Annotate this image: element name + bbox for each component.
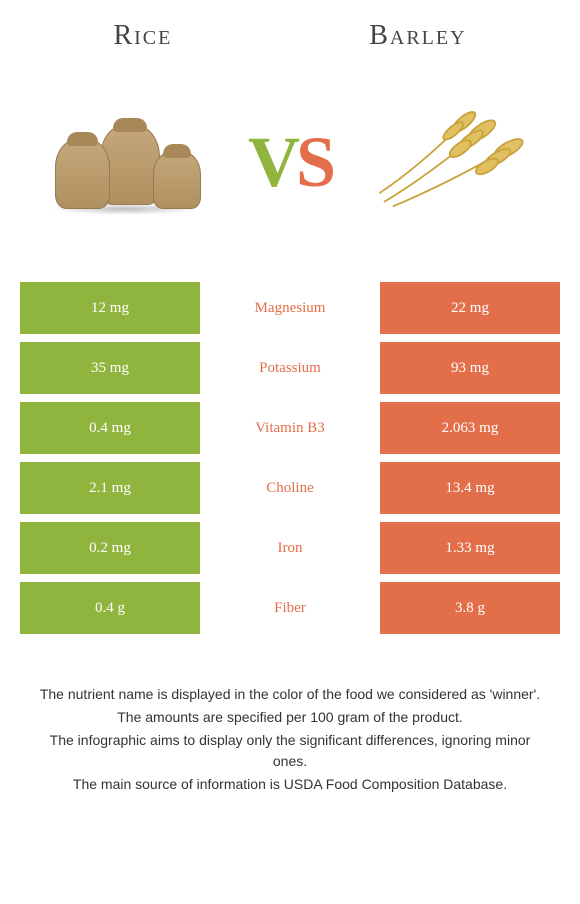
footer-line-4: The main source of information is USDA F…	[35, 774, 545, 795]
title-right: Barley	[369, 20, 466, 52]
hero-row: VS	[15, 102, 565, 222]
table-row: 35 mgPotassium93 mg	[20, 342, 560, 394]
cell-nutrient-label: Vitamin B3	[200, 402, 380, 454]
nutrient-table: 12 mgMagnesium22 mg 35 mgPotassium93 mg 0.…	[20, 282, 560, 634]
cell-right-value: 3.8 g	[380, 582, 560, 634]
cell-nutrient-label: Magnesium	[200, 282, 380, 334]
cell-left-value: 35 mg	[20, 342, 200, 394]
table-row: 2.1 mgCholine13.4 mg	[20, 462, 560, 514]
cell-left-value: 0.4 mg	[20, 402, 200, 454]
footer-notes: The nutrient name is displayed in the co…	[15, 684, 565, 795]
cell-nutrient-label: Iron	[200, 522, 380, 574]
title-left: Rice	[113, 20, 172, 52]
cell-left-value: 0.2 mg	[20, 522, 200, 574]
footer-line-1: The nutrient name is displayed in the co…	[35, 684, 545, 705]
vs-v: V	[248, 122, 296, 202]
cell-left-value: 2.1 mg	[20, 462, 200, 514]
cell-right-value: 2.063 mg	[380, 402, 560, 454]
footer-line-2: The amounts are specified per 100 gram o…	[35, 707, 545, 728]
table-row: 0.4 mgVitamin B32.063 mg	[20, 402, 560, 454]
cell-right-value: 22 mg	[380, 282, 560, 334]
table-row: 12 mgMagnesium22 mg	[20, 282, 560, 334]
cell-nutrient-label: Potassium	[200, 342, 380, 394]
barley-image	[375, 102, 535, 222]
cell-left-value: 0.4 g	[20, 582, 200, 634]
footer-line-3: The infographic aims to display only the…	[35, 730, 545, 772]
header: Rice Barley	[15, 20, 565, 52]
cell-nutrient-label: Choline	[200, 462, 380, 514]
cell-nutrient-label: Fiber	[200, 582, 380, 634]
table-row: 0.2 mgIron1.33 mg	[20, 522, 560, 574]
vs-s: S	[296, 122, 332, 202]
cell-right-value: 1.33 mg	[380, 522, 560, 574]
infographic-container: Rice Barley VS	[0, 0, 580, 817]
cell-right-value: 93 mg	[380, 342, 560, 394]
cell-right-value: 13.4 mg	[380, 462, 560, 514]
rice-image	[45, 102, 205, 222]
cell-left-value: 12 mg	[20, 282, 200, 334]
table-row: 0.4 gFiber3.8 g	[20, 582, 560, 634]
vs-label: VS	[248, 121, 332, 204]
